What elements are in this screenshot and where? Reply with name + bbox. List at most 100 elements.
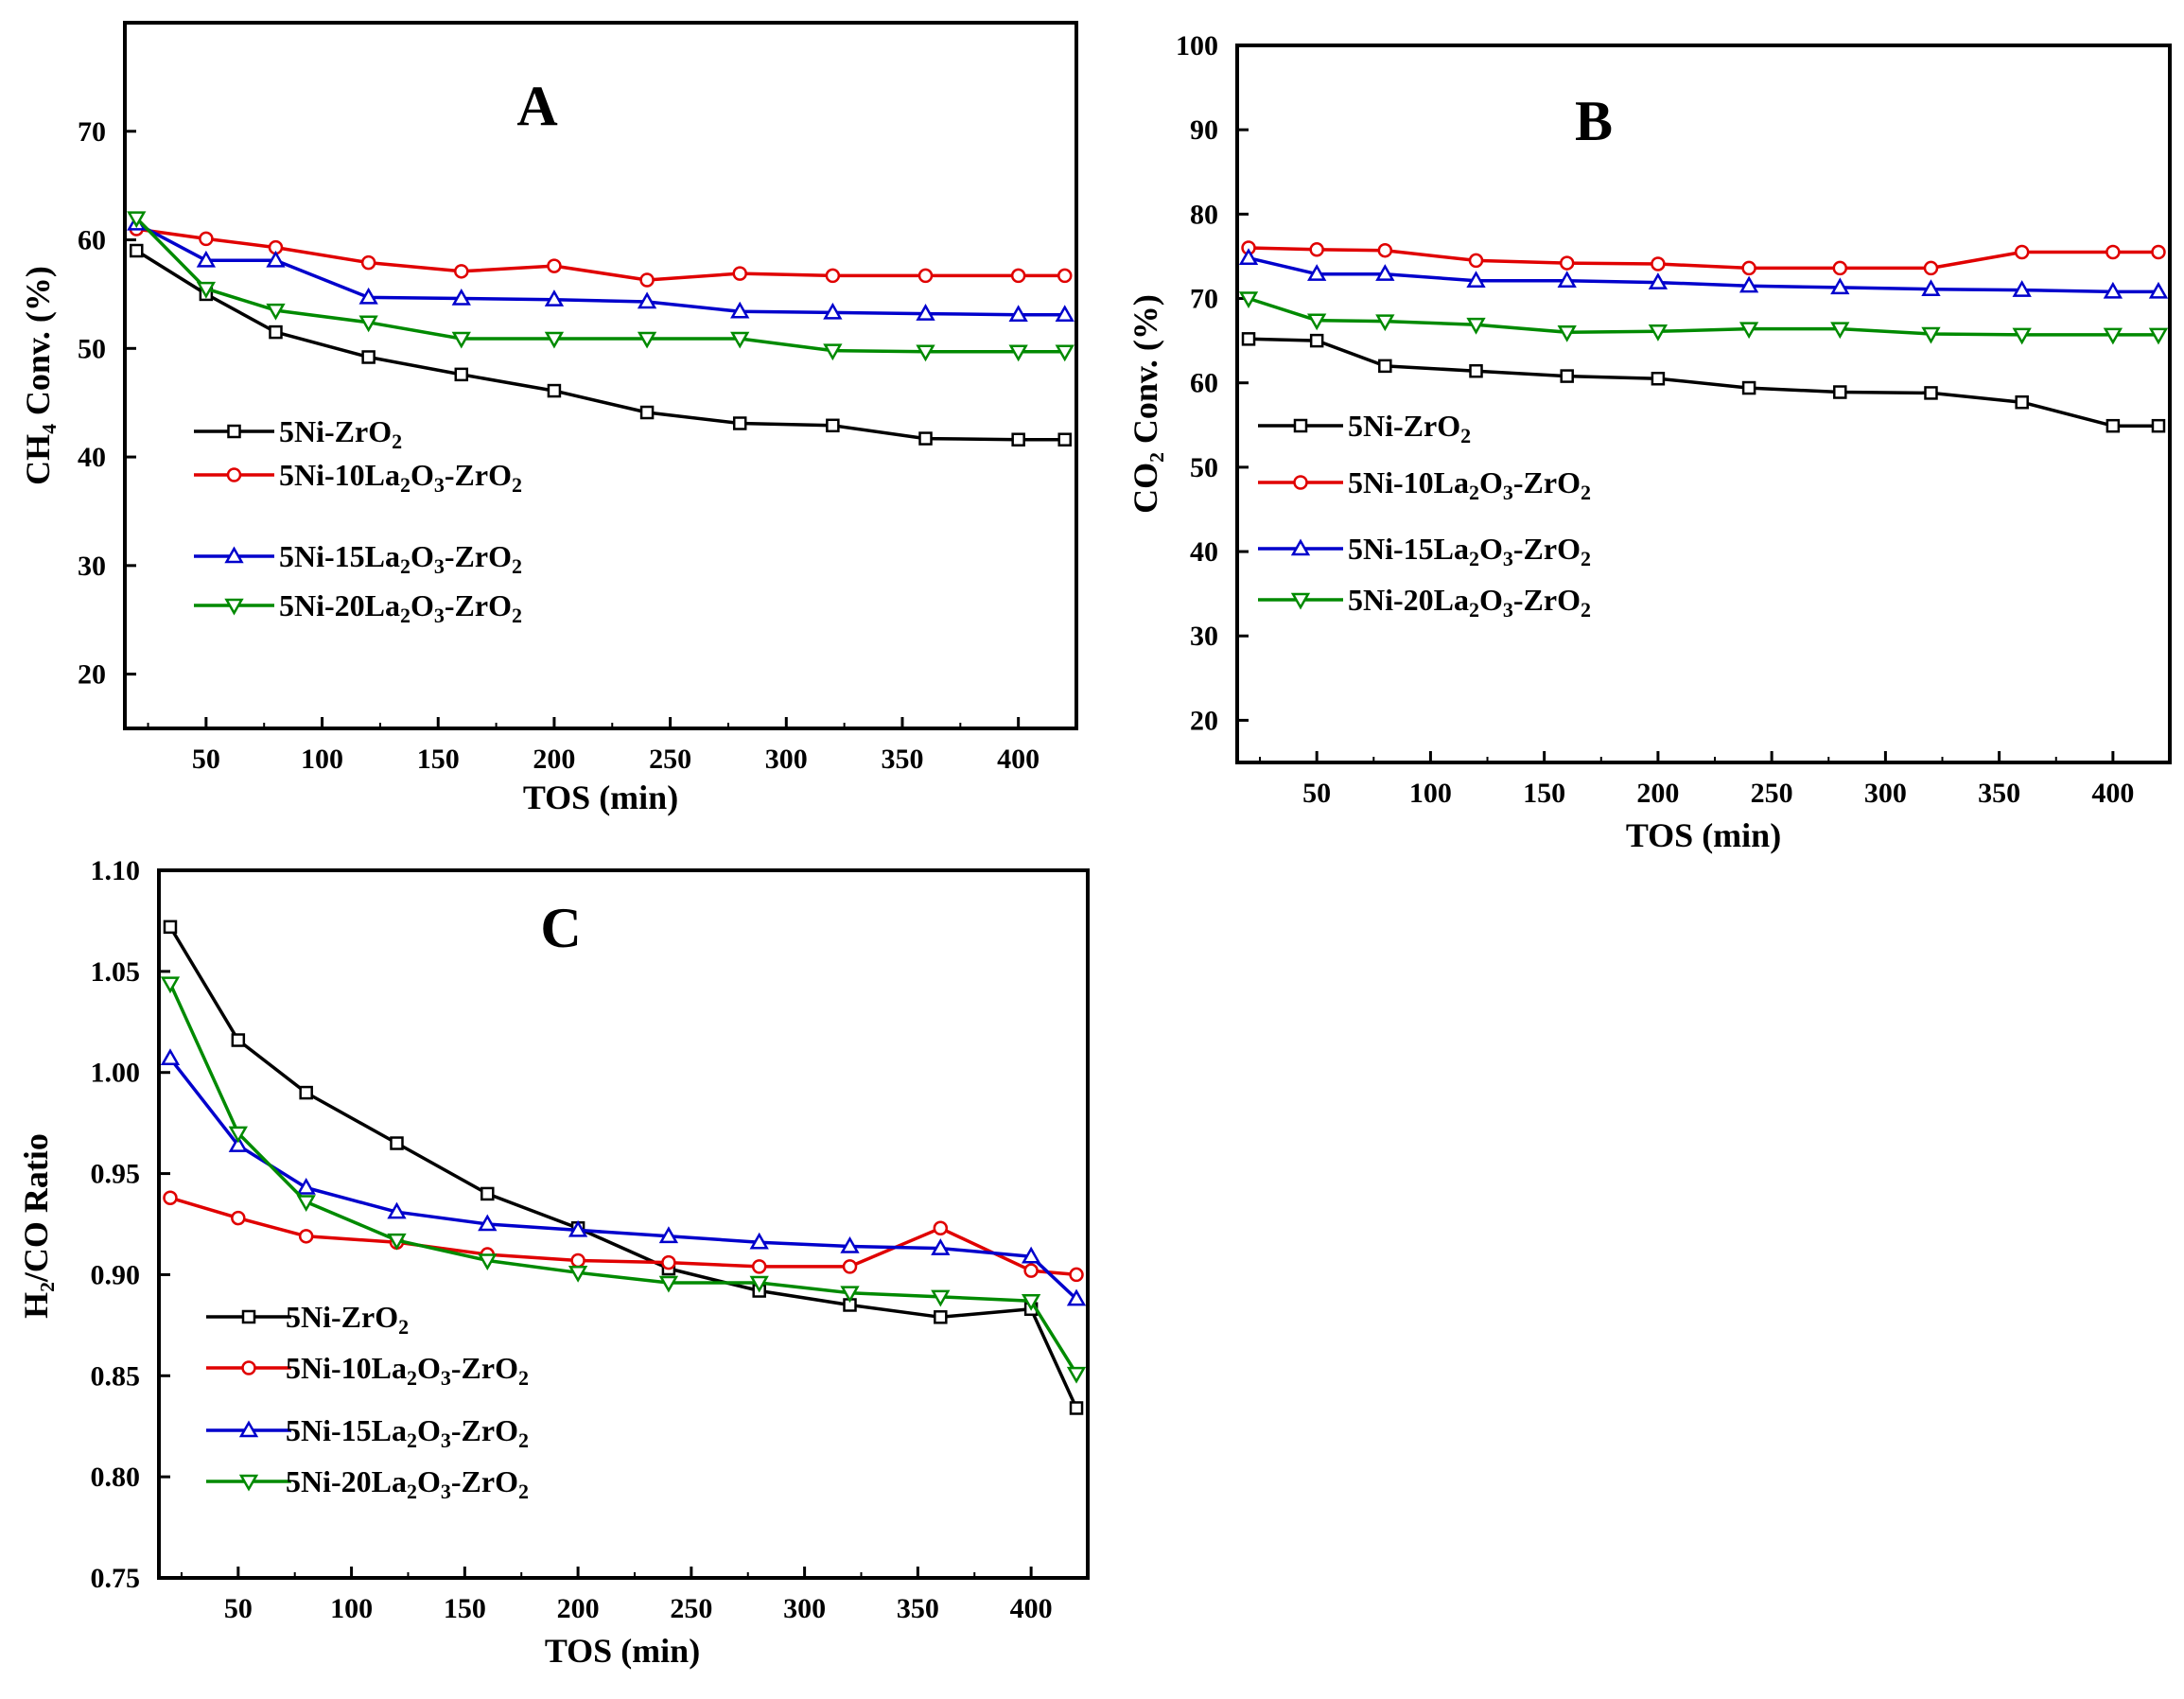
panel-c-series-line [168,982,1078,1375]
panel-c-legend-entry: 5Ni-20La2O3-ZrO2 [206,1464,529,1503]
panel-c-legend-marker [241,1360,256,1375]
panel-a-y-tick-label: 30 [78,551,106,582]
panel-c-data-point [933,1220,949,1236]
panel-a-data-point [547,383,562,398]
panel-a-legend-label: 5Ni-15La2O3-ZrO2 [279,539,522,578]
panel-a-data-point [451,288,471,306]
panel-c-data-point [299,1085,313,1100]
panel-c-data-point [1066,1366,1087,1384]
panel-c-y-tick-label: 0.95 [91,1159,141,1190]
panel-c-series-line [169,1196,1077,1277]
panel-a-x-tick-label: 300 [765,744,808,775]
panel-a-data-point [918,431,933,446]
panel-b-series-line [1248,337,2158,428]
panel-b-data-point [1469,363,1483,378]
panel-a-y-tick-label: 20 [78,659,106,691]
panel-c-legend-label: 5Ni-20La2O3-ZrO2 [286,1464,529,1503]
panel-c-y-tick-label: 0.75 [91,1563,141,1594]
panel-b-data-point [1238,248,1259,265]
panel-a-data-point [269,324,283,340]
panel-b-data-point [2012,280,2032,297]
panel-c-data-point [163,920,178,935]
panel-b-data-point [2015,394,2029,410]
panel-c-frame [157,868,1090,1580]
panel-c-data-point [478,1214,498,1232]
panel-b-x-tick-label: 50 [1302,778,1331,809]
panel-b-y-tick-label: 40 [1190,536,1218,568]
panel-a-data-point [199,231,214,247]
panel-a-data-point [361,350,376,364]
panel-a-x-tick-label: 100 [301,744,343,775]
panel-c-data-point [478,1253,498,1270]
panel-c-data-point [840,1235,860,1253]
panel-a-x-tick-label: 400 [997,744,1040,775]
panel-c-series-1 [163,1190,1084,1283]
panel-b-data-point [1375,264,1395,281]
panel-c-series-line [168,1057,1078,1301]
panel-b-data-point [1377,242,1393,258]
panel-c-title: C [540,897,581,959]
panel-a-data-point [1057,432,1072,447]
panel-c-legend-marker [238,1420,259,1438]
panel-c-legend-entry: 5Ni-ZrO2 [206,1300,409,1339]
panel-a-data-point [637,331,657,349]
panel-b-legend-marker [1290,538,1311,556]
panel-b-data-point [1560,369,1574,383]
panel-a-series-3 [127,211,1075,362]
panel-b-data-point [1238,291,1259,309]
panel-b-data-point [1375,314,1395,332]
panel-c-data-point [480,1186,495,1201]
panel-a-data-point [1008,305,1028,322]
panel-a-data-point [825,268,841,284]
panel-c-legend-label: 5Ni-ZrO2 [286,1300,409,1339]
panel-c-data-point [1023,1263,1039,1278]
panel-c-data-point [231,1210,246,1226]
panel-c-legend-entry: 5Ni-15La2O3-ZrO2 [206,1413,529,1452]
panel-b-data-point [2105,244,2121,260]
panel-c-data-point [228,1135,248,1152]
panel-b-y-tick-label: 60 [1190,368,1218,399]
panel-c-y-tick-label: 0.90 [91,1259,141,1290]
panel-c-data-point [387,1233,407,1251]
panel-c-x-tick-label: 300 [783,1593,826,1624]
panel-c-data-point [296,1178,316,1195]
panel-c-data-point [749,1232,769,1250]
panel-a-series-0 [130,243,1072,447]
panel-a-data-point [917,268,934,284]
panel-b-series-line [1248,296,2158,337]
panel-c-x-tick-label: 400 [1010,1593,1053,1624]
panel-a-data-point [826,418,840,433]
panel-b-data-point [1830,322,1850,340]
panel-b-data-point [1651,256,1666,271]
panel-b-data-point [2103,281,2123,299]
panel-b-x-tick-label: 350 [1978,778,2020,809]
panel-a-y-tick-label: 70 [78,116,106,148]
panel-b-legend-entry: 5Ni-10La2O3-ZrO2 [1258,465,1591,504]
panel-b-series-line [1248,255,2158,294]
panel-a-legend-entry: 5Ni-ZrO2 [194,414,402,453]
panel-b-x-axis-label: TOS (min) [1626,816,1781,854]
panel-a-data-point [454,367,469,382]
panel-b-data-point [1830,277,1850,295]
panel-b-series-1 [1241,240,2166,276]
panel-c-data-point [658,1275,679,1293]
panel-b-legend-marker [1290,592,1311,610]
panel-a-data-point [266,250,286,268]
panel-c-data-point [568,1219,588,1237]
panel-a-x-tick-label: 150 [417,744,460,775]
panel-c-data-point [934,1310,948,1324]
panel-a-legend-label: 5Ni-ZrO2 [279,414,402,453]
panel-b-data-point [1738,275,1759,293]
panel-a-data-point [196,281,217,299]
panel-b-legend-label: 5Ni-15La2O3-ZrO2 [1348,532,1591,570]
panel-c-data-point [231,1033,246,1047]
panel-c-data-point [390,1136,404,1150]
panel-b-data-point [2148,281,2169,299]
panel-a-data-point [1010,268,1026,284]
panel-a-y-tick-label: 60 [78,225,106,256]
panel-a-series-1 [129,221,1073,288]
panel-a-data-point [358,287,378,305]
panel-b-series-line [1248,246,2158,271]
panel-a-data-point [637,291,657,309]
panel-b-data-point [1466,317,1486,335]
